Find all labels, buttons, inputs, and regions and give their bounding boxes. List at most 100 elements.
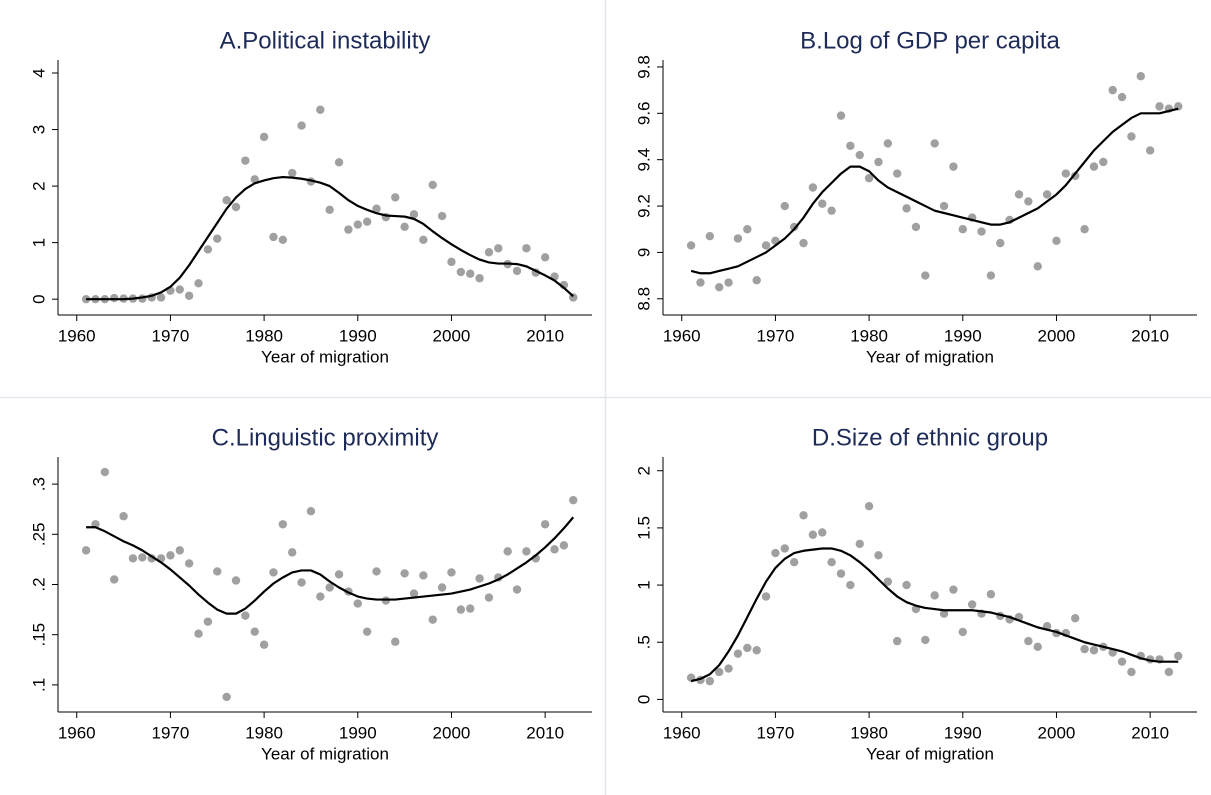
y-tick-label: 9.2: [634, 194, 653, 218]
data-point: [391, 637, 400, 646]
data-point: [512, 266, 522, 276]
data-point: [447, 257, 456, 267]
data-point: [1174, 651, 1183, 661]
data-point: [231, 576, 241, 585]
x-axis-label: Year of migration: [261, 347, 389, 366]
data-point: [409, 589, 419, 598]
data-point: [902, 204, 911, 213]
data-point: [456, 605, 466, 614]
y-tick-label: 9.4: [634, 148, 653, 172]
data-point: [447, 568, 456, 577]
data-point: [306, 507, 316, 516]
data-point: [156, 293, 166, 302]
y-tick-label: 9: [634, 248, 653, 257]
data-point: [864, 501, 874, 511]
data-point: [818, 199, 827, 208]
data-point: [138, 553, 147, 562]
data-point: [1071, 614, 1080, 623]
data-point: [1127, 667, 1136, 677]
data-point: [1164, 667, 1174, 677]
data-point: [883, 577, 893, 586]
y-tick-label: 9.6: [634, 101, 653, 125]
x-tick-label: 2010: [526, 723, 564, 742]
data-point: [1024, 636, 1033, 646]
x-tick-label: 1980: [245, 723, 283, 742]
x-tick-label: 1990: [339, 723, 377, 742]
x-tick-label: 2000: [433, 723, 471, 742]
data-point: [297, 578, 306, 587]
x-tick-label: 1960: [663, 326, 701, 345]
data-point: [686, 241, 696, 250]
data-point: [883, 139, 893, 148]
data-point: [780, 544, 789, 553]
data-point: [334, 570, 344, 579]
data-point: [316, 105, 325, 114]
data-point: [269, 568, 278, 577]
x-tick-label: 1960: [58, 723, 96, 742]
data-point: [1145, 146, 1155, 155]
y-tick-label: 0: [29, 294, 48, 303]
data-point: [874, 157, 883, 167]
data-point: [362, 627, 372, 636]
data-point: [456, 267, 466, 277]
data-point: [1061, 169, 1071, 178]
data-point: [466, 269, 475, 278]
chart-title: B.Log of GDP per capita: [800, 27, 1060, 54]
data-point: [1024, 197, 1033, 206]
data-point: [715, 282, 724, 292]
data-point: [939, 609, 949, 618]
data-point: [743, 225, 752, 234]
data-point: [428, 180, 437, 190]
data-point: [400, 569, 409, 578]
fit-line: [86, 175, 574, 301]
data-point: [400, 222, 409, 231]
x-tick-label: 1970: [152, 326, 190, 345]
data-point: [780, 201, 789, 211]
data-point: [921, 635, 930, 645]
data-point: [110, 575, 119, 584]
data-point: [569, 495, 578, 505]
y-tick-label: .2: [29, 577, 48, 591]
data-point: [846, 141, 855, 150]
data-point: [1080, 225, 1089, 234]
y-tick-label: .5: [634, 635, 653, 649]
data-point: [705, 231, 715, 241]
data-point: [836, 569, 846, 578]
x-tick-label: 1960: [663, 723, 701, 742]
x-tick-label: 1980: [850, 326, 888, 345]
data-point: [808, 530, 818, 539]
data-point: [175, 285, 184, 294]
chart-title: C.Linguistic proximity: [212, 424, 439, 451]
x-tick-label: 2010: [526, 326, 564, 345]
data-point: [958, 225, 967, 234]
data-point: [911, 222, 921, 232]
fit-line: [690, 547, 1179, 683]
y-tick-label: .3: [29, 477, 48, 491]
data-point: [1127, 132, 1136, 141]
y-tick-label: .15: [29, 623, 48, 647]
data-point: [194, 629, 203, 638]
data-point: [1014, 190, 1024, 199]
y-tick-label: 4: [29, 68, 48, 77]
data-point: [250, 175, 259, 184]
data-point: [1033, 262, 1042, 271]
data-point: [466, 604, 475, 613]
data-point: [437, 211, 447, 221]
data-point: [540, 520, 550, 529]
data-point: [203, 245, 213, 254]
data-point: [259, 640, 269, 649]
data-point: [799, 511, 808, 520]
y-tick-label: .1: [29, 678, 48, 692]
x-tick-label: 1970: [152, 723, 190, 742]
data-point: [1033, 642, 1042, 652]
data-point: [344, 225, 353, 234]
data-point: [1042, 190, 1052, 199]
data-point: [428, 615, 437, 624]
data-point: [715, 667, 724, 677]
y-tick-label: 9.8: [634, 55, 653, 79]
x-tick-label: 1960: [58, 326, 96, 345]
x-axis-label: Year of migration: [866, 744, 994, 763]
x-axis-label: Year of migration: [866, 347, 994, 366]
y-tick-label: 8.8: [634, 287, 653, 311]
